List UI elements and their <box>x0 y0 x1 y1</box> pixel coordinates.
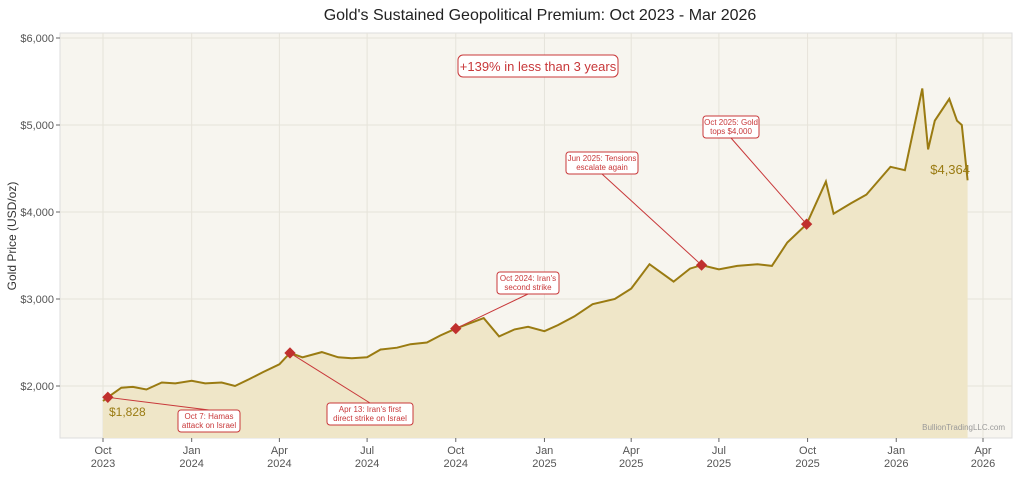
annotation-text: Jun 2025: Tensions <box>568 154 637 163</box>
annotation-arrow <box>730 137 807 225</box>
annotation-text: Apr 13: Iran's first <box>339 405 402 414</box>
x-tick-label: 2024 <box>444 458 468 470</box>
annotation-text: Oct 7: Hamas <box>185 412 234 421</box>
event-marker <box>284 347 296 359</box>
annotation-text: attack on Israel <box>182 421 236 430</box>
annotation-text: second strike <box>504 283 552 292</box>
x-tick-label: 2025 <box>532 458 556 470</box>
annotation-text: Oct 2025: Gold <box>704 118 758 127</box>
event-marker <box>695 259 708 271</box>
start-price-label: $1,828 <box>109 405 146 419</box>
y-tick-label: $6,000 <box>20 33 54 45</box>
x-tick-label: Jul <box>712 445 726 457</box>
watermark: BullionTradingLLC.com <box>922 423 1005 432</box>
x-tick-label: Apr <box>623 445 640 457</box>
annotation-arrow <box>289 352 371 404</box>
annotation-text: tops $4,000 <box>710 127 752 136</box>
annotation-box <box>702 115 760 139</box>
annotation-text: Oct 2024: Iran's <box>500 274 556 283</box>
x-tick-label: 2026 <box>971 458 995 470</box>
x-tick-label: Jan <box>536 445 554 457</box>
x-tick-label: Jul <box>360 445 374 457</box>
event-marker <box>800 218 813 230</box>
x-tick-label: 2025 <box>619 458 643 470</box>
x-tick-label: Apr <box>271 445 288 457</box>
x-tick-label: Apr <box>974 445 991 457</box>
x-tick-label: Jan <box>887 445 905 457</box>
x-tick-label: 2026 <box>884 458 908 470</box>
y-tick-label: $4,000 <box>20 207 54 219</box>
x-tick-label: 2024 <box>179 458 203 470</box>
x-tick-label: 2023 <box>91 458 115 470</box>
annotation-arrow <box>601 173 702 266</box>
annotation-arrow <box>107 396 210 411</box>
annotation-arrow <box>455 293 529 330</box>
x-tick-label: 2024 <box>267 458 291 470</box>
callout-text: +139% in less than 3 years <box>460 59 617 74</box>
x-tick-label: 2024 <box>355 458 379 470</box>
y-tick-label: $5,000 <box>20 120 54 132</box>
annotation-box <box>565 151 639 175</box>
annotation-box <box>496 271 560 295</box>
annotation-text: direct strike on Israel <box>333 414 407 423</box>
price-area-fill <box>103 88 968 438</box>
y-axis-label: Gold Price (USD/oz) <box>5 182 19 291</box>
axis-ticks: $2,000$3,000$4,000$5,000$6,000Oct2023Jan… <box>20 33 995 470</box>
price-line <box>102 88 969 402</box>
x-tick-label: Oct <box>94 445 111 457</box>
end-price-label: $4,364 <box>930 162 970 177</box>
callout-box <box>457 54 619 78</box>
y-tick-label: $3,000 <box>20 294 54 306</box>
x-tick-label: 2025 <box>707 458 731 470</box>
annotation-box <box>177 409 241 433</box>
event-marker <box>450 322 462 335</box>
x-tick-label: Oct <box>799 445 816 457</box>
annotation-text: escalate again <box>576 163 628 172</box>
x-tick-label: Oct <box>447 445 464 457</box>
x-tick-label: Jan <box>183 445 201 457</box>
y-tick-label: $2,000 <box>20 381 54 393</box>
annotation-box <box>326 402 414 426</box>
x-tick-label: 2025 <box>795 458 819 470</box>
chart-title: Gold's Sustained Geopolitical Premium: O… <box>324 7 757 24</box>
